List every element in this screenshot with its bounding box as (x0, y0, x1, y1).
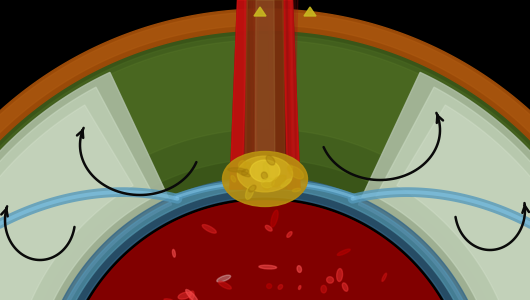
Ellipse shape (249, 185, 256, 192)
Ellipse shape (342, 283, 348, 291)
Ellipse shape (244, 162, 251, 169)
Ellipse shape (326, 277, 333, 283)
Polygon shape (282, 0, 300, 189)
Ellipse shape (164, 299, 172, 300)
Ellipse shape (178, 292, 191, 299)
Ellipse shape (228, 168, 245, 172)
Ellipse shape (267, 284, 272, 289)
Ellipse shape (337, 249, 350, 255)
Ellipse shape (278, 285, 282, 289)
Polygon shape (0, 72, 172, 300)
Polygon shape (376, 87, 530, 300)
Ellipse shape (337, 268, 342, 281)
Ellipse shape (186, 290, 198, 300)
Ellipse shape (218, 281, 231, 289)
Polygon shape (245, 0, 285, 189)
Ellipse shape (266, 225, 272, 231)
Ellipse shape (261, 172, 268, 179)
Ellipse shape (263, 182, 270, 190)
Ellipse shape (242, 169, 249, 175)
Polygon shape (0, 35, 530, 300)
Polygon shape (0, 87, 154, 300)
Polygon shape (0, 105, 133, 300)
Ellipse shape (288, 165, 293, 170)
Ellipse shape (288, 166, 304, 179)
Ellipse shape (217, 275, 231, 282)
Ellipse shape (231, 176, 236, 182)
Ellipse shape (281, 179, 292, 187)
Ellipse shape (245, 185, 254, 200)
Ellipse shape (172, 249, 175, 257)
Ellipse shape (223, 152, 307, 206)
Ellipse shape (237, 170, 250, 177)
Ellipse shape (250, 160, 280, 182)
Ellipse shape (321, 285, 326, 293)
Ellipse shape (237, 156, 293, 192)
Ellipse shape (382, 273, 386, 281)
Ellipse shape (287, 232, 292, 237)
Polygon shape (0, 9, 530, 300)
Polygon shape (230, 0, 300, 189)
Polygon shape (255, 0, 275, 189)
Polygon shape (64, 201, 466, 300)
Ellipse shape (266, 155, 275, 165)
Ellipse shape (189, 291, 194, 300)
Ellipse shape (259, 265, 277, 269)
Polygon shape (0, 40, 530, 300)
Polygon shape (0, 12, 530, 300)
Polygon shape (358, 72, 530, 300)
Polygon shape (0, 30, 530, 300)
Ellipse shape (271, 210, 278, 227)
Ellipse shape (238, 160, 246, 168)
Ellipse shape (293, 188, 301, 192)
Ellipse shape (263, 163, 269, 178)
Polygon shape (64, 201, 466, 300)
Ellipse shape (202, 225, 216, 233)
Polygon shape (49, 181, 481, 300)
Polygon shape (254, 7, 266, 16)
Ellipse shape (297, 266, 302, 272)
Polygon shape (397, 105, 530, 300)
Polygon shape (230, 0, 248, 189)
Polygon shape (304, 7, 316, 16)
Ellipse shape (298, 286, 301, 289)
Polygon shape (45, 177, 485, 300)
Ellipse shape (261, 178, 274, 188)
Ellipse shape (272, 175, 286, 187)
